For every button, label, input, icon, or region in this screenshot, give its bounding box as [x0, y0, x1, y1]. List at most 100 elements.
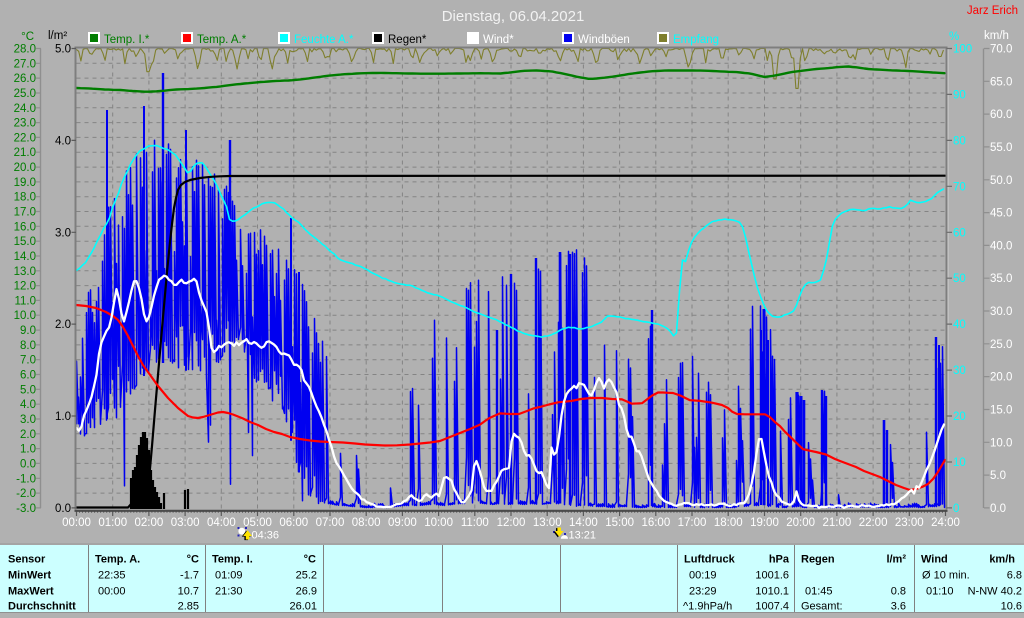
svg-text:28.0: 28.0 — [14, 44, 36, 56]
svg-text:l/m²: l/m² — [48, 30, 67, 42]
svg-text:21:30: 21:30 — [215, 586, 243, 598]
svg-text:25.2: 25.2 — [296, 570, 317, 582]
svg-text:10: 10 — [953, 457, 966, 469]
svg-text:Wind: Wind — [921, 554, 948, 566]
svg-text:04:00: 04:00 — [207, 517, 236, 529]
svg-text:23:29: 23:29 — [689, 586, 717, 598]
svg-text:25.0: 25.0 — [14, 88, 36, 100]
svg-text:60.0: 60.0 — [990, 109, 1012, 121]
svg-text:-1.7: -1.7 — [180, 570, 199, 582]
svg-text:40: 40 — [953, 319, 966, 331]
svg-text:1.0: 1.0 — [55, 411, 71, 423]
svg-text:0.8: 0.8 — [891, 586, 906, 598]
svg-text:20.0: 20.0 — [990, 372, 1012, 384]
svg-text:17.0: 17.0 — [14, 207, 36, 219]
svg-text:01:10: 01:10 — [926, 586, 954, 598]
svg-text:22.0: 22.0 — [14, 132, 36, 144]
svg-text:26.0: 26.0 — [14, 73, 36, 85]
svg-text:1007.4: 1007.4 — [755, 601, 789, 613]
svg-text:1001.6: 1001.6 — [755, 570, 789, 582]
svg-text:Temp. A.*: Temp. A.* — [197, 34, 247, 46]
svg-text:4.0: 4.0 — [55, 135, 71, 147]
svg-text:07:00: 07:00 — [316, 517, 345, 529]
svg-text:0.0: 0.0 — [20, 458, 36, 470]
svg-text:3.0: 3.0 — [20, 414, 36, 426]
svg-text:26.9: 26.9 — [296, 586, 317, 598]
svg-text:5.0: 5.0 — [990, 470, 1006, 482]
svg-text:1010.1: 1010.1 — [755, 586, 789, 598]
svg-text:6.0: 6.0 — [20, 370, 36, 382]
svg-text:06:00: 06:00 — [279, 517, 308, 529]
svg-text:°C: °C — [187, 554, 199, 566]
svg-text:30: 30 — [953, 365, 966, 377]
svg-text:Temp. A.: Temp. A. — [95, 554, 140, 566]
svg-text:7.0: 7.0 — [20, 355, 36, 367]
svg-text:°C: °C — [21, 31, 34, 43]
svg-text:08:00: 08:00 — [352, 517, 381, 529]
svg-text:Empfang: Empfang — [673, 34, 719, 46]
svg-text:2.0: 2.0 — [55, 319, 71, 331]
svg-text:05:00: 05:00 — [243, 517, 272, 529]
svg-text:-3.0: -3.0 — [16, 503, 36, 515]
svg-text:15.0: 15.0 — [990, 404, 1012, 416]
svg-text:22:35: 22:35 — [98, 570, 126, 582]
svg-text:km/h: km/h — [984, 30, 1009, 42]
svg-text:^1.9hPa/h: ^1.9hPa/h — [683, 601, 732, 613]
svg-text:17:00: 17:00 — [678, 517, 707, 529]
svg-text:10.6: 10.6 — [1001, 601, 1022, 613]
svg-text:04:36: 04:36 — [252, 530, 280, 542]
svg-text:Wind*: Wind* — [483, 34, 514, 46]
svg-text:15:00: 15:00 — [605, 517, 634, 529]
svg-text:13.0: 13.0 — [14, 266, 36, 278]
svg-text:km/h: km/h — [989, 554, 1015, 566]
svg-text:23:00: 23:00 — [895, 517, 924, 529]
svg-text:70.0: 70.0 — [990, 44, 1012, 56]
svg-text:30.0: 30.0 — [990, 306, 1012, 318]
svg-text:10.7: 10.7 — [178, 586, 199, 598]
svg-text:Ø 10 min.: Ø 10 min. — [922, 570, 970, 582]
svg-text:-1.0: -1.0 — [16, 473, 36, 485]
svg-text:10.0: 10.0 — [990, 437, 1012, 449]
svg-text:10.0: 10.0 — [14, 310, 36, 322]
svg-text:80: 80 — [953, 135, 966, 147]
svg-text:22:00: 22:00 — [859, 517, 888, 529]
svg-text:Feuchte A.*: Feuchte A.* — [294, 34, 354, 46]
svg-text:01:09: 01:09 — [215, 570, 243, 582]
svg-text:Dienstag, 06.04.2021: Dienstag, 06.04.2021 — [442, 8, 585, 25]
svg-text:00:19: 00:19 — [689, 570, 717, 582]
svg-text:Durchschnitt: Durchschnitt — [8, 601, 76, 613]
svg-text:13:21: 13:21 — [569, 530, 597, 542]
svg-text:14.0: 14.0 — [14, 251, 36, 263]
svg-text:90: 90 — [953, 89, 966, 101]
svg-text:11:00: 11:00 — [461, 517, 489, 529]
svg-text:15.0: 15.0 — [14, 236, 36, 248]
svg-text:01:45: 01:45 — [805, 586, 833, 598]
svg-text:23.0: 23.0 — [14, 118, 36, 130]
svg-text:2.85: 2.85 — [178, 601, 199, 613]
svg-text:10:00: 10:00 — [424, 517, 453, 529]
svg-text:24.0: 24.0 — [14, 103, 36, 115]
svg-text:6.8: 6.8 — [1007, 570, 1022, 582]
svg-text:1.0: 1.0 — [20, 444, 36, 456]
svg-text:8.0: 8.0 — [20, 340, 36, 352]
svg-text:50.0: 50.0 — [990, 175, 1012, 187]
svg-text:02:00: 02:00 — [135, 517, 164, 529]
svg-text:N-NW 40.2: N-NW 40.2 — [968, 586, 1022, 598]
svg-text:40.0: 40.0 — [990, 240, 1012, 252]
svg-text:55.0: 55.0 — [990, 142, 1012, 154]
svg-text:14:00: 14:00 — [569, 517, 598, 529]
svg-text:21.0: 21.0 — [14, 147, 36, 159]
svg-text:%: % — [949, 31, 959, 43]
svg-text:19.0: 19.0 — [14, 177, 36, 189]
svg-text:09:00: 09:00 — [388, 517, 417, 529]
svg-text:Temp. I.*: Temp. I.* — [104, 34, 150, 46]
svg-text:18.0: 18.0 — [14, 192, 36, 204]
svg-text:16:00: 16:00 — [641, 517, 670, 529]
svg-text:60: 60 — [953, 227, 966, 239]
svg-text:Regen*: Regen* — [388, 34, 427, 46]
svg-text:3.6: 3.6 — [891, 601, 906, 613]
svg-text:45.0: 45.0 — [990, 208, 1012, 220]
svg-text:3.0: 3.0 — [55, 227, 71, 239]
svg-text:12:00: 12:00 — [497, 517, 526, 529]
svg-text:5.0: 5.0 — [20, 384, 36, 396]
